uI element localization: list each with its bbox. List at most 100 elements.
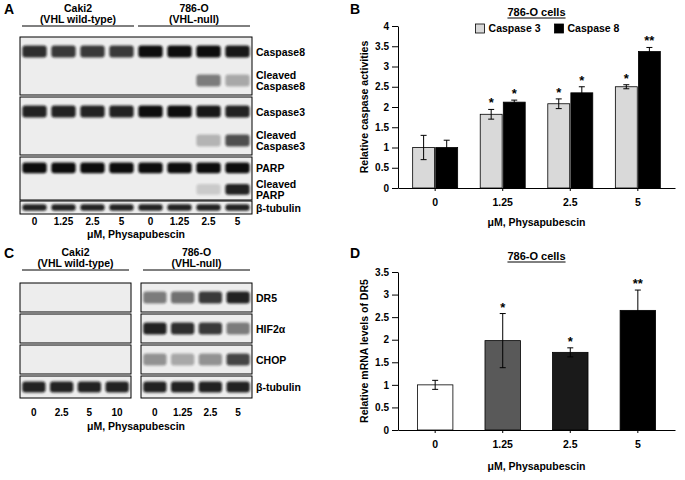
y-tick: 1.5 (375, 122, 398, 133)
figure: ACaki2(VHL wild-type)786-O(VHL-null)Casp… (0, 0, 685, 480)
y-tick-label: 1 (383, 380, 389, 391)
y-tick-label: 2 (383, 334, 389, 345)
y-tick-mark (392, 317, 398, 318)
lane-label: 0 (152, 407, 158, 418)
plot-marks (413, 47, 661, 188)
error-bar-stem (435, 380, 436, 389)
error-bar (635, 290, 641, 331)
y-tick-mark (392, 362, 398, 363)
blot-band (22, 204, 46, 211)
blot-band (226, 354, 249, 366)
row-label: Caspase8 (256, 80, 305, 92)
row-label: DR5 (256, 292, 277, 304)
y-axis: 0 0.5 1 1.5 2 2.5 3 3.5 (375, 267, 398, 436)
blot-band (226, 292, 249, 304)
row-label: CHOP (256, 354, 286, 366)
y-tick-label: 1 (383, 142, 389, 153)
x-tick-label: 0 (432, 438, 438, 450)
blot-band (80, 162, 104, 173)
error-bar-cap (635, 330, 641, 331)
error-bar-cap (432, 380, 438, 381)
blot-strip (141, 376, 252, 398)
blot-band (138, 162, 162, 173)
y-tick-mark (392, 295, 398, 296)
legend-label: Caspase 8 (568, 22, 620, 34)
group-title: (VHL wild-type) (40, 13, 116, 25)
chart-title: 786-O cells (507, 6, 565, 18)
error-bar-cap (556, 108, 562, 109)
lane-label: 5 (119, 216, 125, 227)
blot-band (22, 46, 46, 58)
error-bar-cap (421, 159, 427, 160)
y-tick: 4 (383, 21, 398, 32)
row-label: PARP (256, 189, 284, 201)
x-tick-mark (435, 430, 436, 433)
panel-letter: D (350, 245, 360, 261)
y-tick-mark (392, 46, 398, 47)
y-tick-mark (392, 188, 398, 189)
lane-label: 1.25 (170, 216, 190, 227)
legend-swatch (476, 24, 485, 33)
blot-band (109, 204, 133, 211)
y-tick: 2.5 (375, 312, 398, 323)
error-bar-stem (570, 348, 571, 357)
error-bar-stem (502, 314, 503, 368)
blot-band (171, 292, 194, 304)
y-tick: 1.5 (375, 357, 398, 368)
error-bar-cap (444, 140, 450, 141)
blot-band (196, 184, 220, 195)
blot-panel: ACaki2(VHL wild-type)786-O(VHL-null)Casp… (4, 1, 305, 240)
error-bar (646, 47, 652, 55)
plot-marks (417, 290, 655, 430)
y-tick: 0.5 (375, 162, 398, 173)
x-tick: 5 (635, 188, 641, 208)
bar (638, 52, 660, 188)
y-tick-label: 0.5 (375, 162, 389, 173)
lane-label: 5 (87, 407, 93, 418)
x-axis-title: μM, Physapubescin (487, 460, 585, 472)
error-bar-cap (421, 135, 427, 136)
group-underline (22, 270, 129, 271)
blot-band (225, 204, 249, 211)
error-bar-cap (500, 367, 506, 368)
blot-strip (20, 201, 252, 214)
error-bar-cap (444, 154, 450, 155)
y-axis-title: Relative mRNA levels of DR5 (358, 279, 370, 423)
y-axis-title: Relative caspase activities (358, 41, 370, 174)
bar-chart: B00.511.522.533.5401.252.55*******786-O … (350, 1, 676, 228)
error-bar-stem (558, 99, 559, 109)
error-bar (567, 348, 573, 357)
error-bar (421, 135, 427, 159)
y-tick-mark (392, 148, 398, 149)
blot-band (167, 46, 191, 58)
y-tick: 0 (383, 425, 398, 436)
error-bar-cap (579, 98, 585, 99)
x-tick: 1.25 (493, 430, 514, 450)
x-tick-mark (570, 430, 571, 433)
row-label: β-tubulin (256, 381, 301, 393)
blot-band (225, 75, 249, 87)
lane-label: 2.5 (202, 216, 216, 227)
blot-band (109, 106, 133, 118)
y-tick: 1 (383, 142, 398, 153)
y-tick: 3 (383, 289, 398, 300)
blot-band (199, 382, 222, 393)
blot-band (196, 135, 220, 147)
blot-band (80, 46, 104, 58)
bar-chart: D00.511.522.533.501.252.55****786-O cell… (350, 245, 676, 472)
lane-label: 5 (235, 216, 241, 227)
blot-band (196, 204, 220, 211)
error-bar-cap (567, 356, 573, 357)
y-tick-label: 0.5 (375, 402, 389, 413)
y-tick: 3 (383, 61, 398, 72)
legend: Caspase 3Caspase 8 (476, 22, 620, 34)
blot-band (225, 46, 249, 58)
y-tick-label: 3.5 (375, 267, 389, 278)
y-tick-mark (392, 430, 398, 431)
bar (480, 114, 502, 188)
error-bar-stem (491, 109, 492, 119)
significance-label: * (489, 95, 495, 110)
blot-band (138, 46, 162, 58)
bar (503, 102, 525, 188)
blot-band (143, 323, 166, 335)
